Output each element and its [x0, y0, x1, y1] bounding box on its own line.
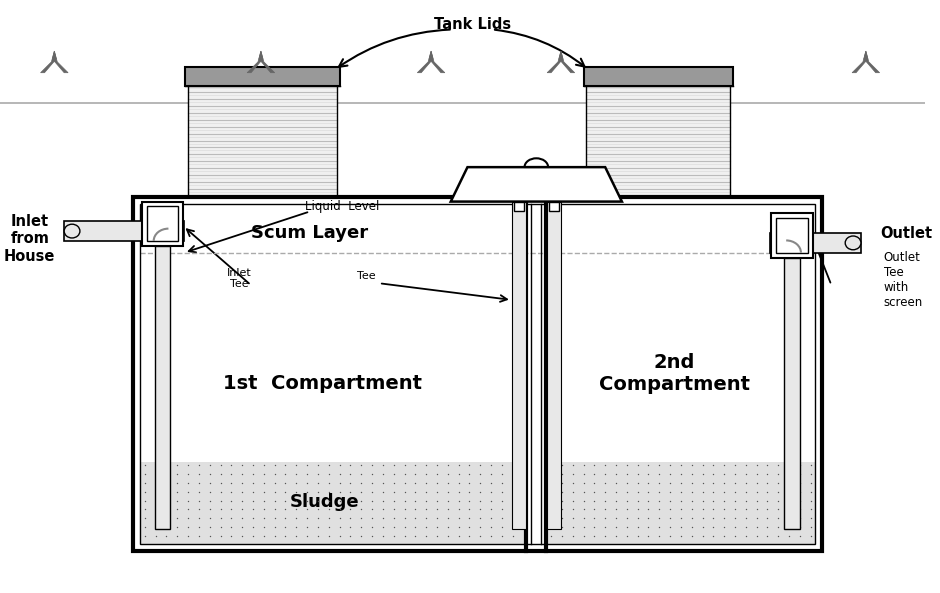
- Text: 2nd
Compartment: 2nd Compartment: [599, 353, 749, 394]
- Bar: [140, 203, 815, 544]
- Text: Outlet: Outlet: [881, 225, 932, 241]
- Bar: [188, 85, 337, 197]
- Polygon shape: [53, 51, 68, 73]
- Bar: [513, 202, 524, 212]
- Bar: [549, 202, 559, 212]
- Bar: [142, 202, 183, 246]
- Ellipse shape: [845, 236, 861, 250]
- Polygon shape: [559, 51, 574, 73]
- Polygon shape: [430, 51, 445, 73]
- Polygon shape: [258, 51, 274, 73]
- Bar: [584, 67, 733, 85]
- Polygon shape: [547, 51, 563, 73]
- FancyBboxPatch shape: [771, 233, 861, 253]
- Text: Tank Lids: Tank Lids: [434, 17, 511, 32]
- Text: Scum Layer: Scum Layer: [251, 224, 368, 242]
- Polygon shape: [40, 51, 56, 73]
- Text: Liquid  Level: Liquid Level: [306, 200, 380, 213]
- Bar: [772, 213, 813, 257]
- FancyBboxPatch shape: [64, 221, 184, 241]
- Polygon shape: [864, 51, 880, 73]
- Bar: [546, 463, 815, 544]
- Bar: [133, 197, 822, 551]
- Bar: [784, 257, 800, 529]
- Bar: [776, 218, 807, 253]
- Text: Inlet
Tee: Inlet Tee: [227, 267, 252, 289]
- Bar: [587, 85, 730, 197]
- Ellipse shape: [64, 224, 80, 238]
- Text: Sludge: Sludge: [290, 493, 360, 511]
- Bar: [155, 246, 170, 529]
- Bar: [147, 206, 179, 241]
- Bar: [140, 463, 526, 544]
- Bar: [547, 202, 561, 529]
- Polygon shape: [417, 51, 433, 73]
- Text: Inlet
from
House: Inlet from House: [4, 214, 55, 264]
- Text: Outlet
Tee
with
screen: Outlet Tee with screen: [884, 251, 923, 310]
- Polygon shape: [247, 51, 263, 73]
- Text: 1st  Compartment: 1st Compartment: [224, 374, 422, 393]
- Bar: [511, 202, 525, 529]
- Text: Tee: Tee: [357, 272, 375, 281]
- Bar: [185, 67, 339, 85]
- Polygon shape: [852, 51, 868, 73]
- Polygon shape: [451, 167, 622, 202]
